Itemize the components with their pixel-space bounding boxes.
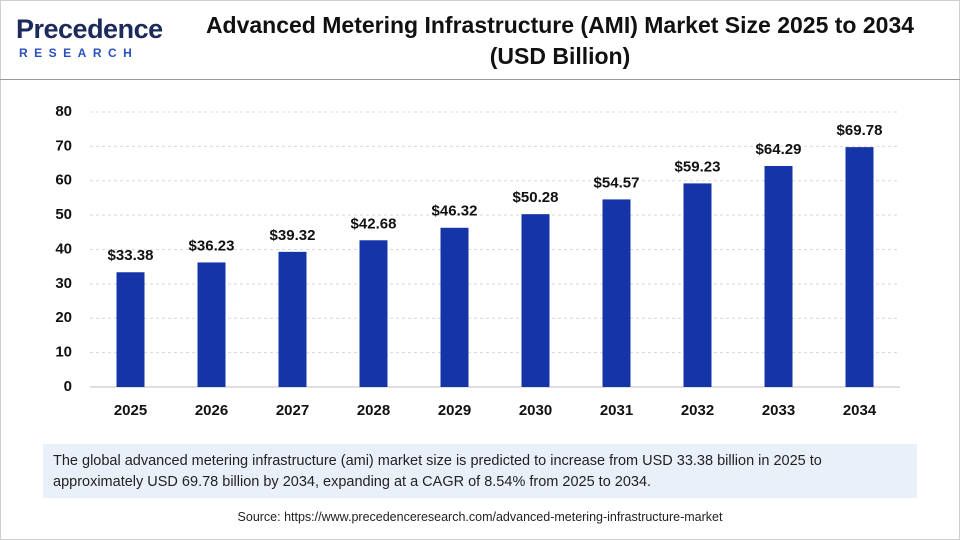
x-tick-label: 2025 bbox=[114, 402, 147, 419]
bar bbox=[440, 227, 469, 387]
x-tick-label: 2030 bbox=[519, 402, 552, 419]
y-tick-label: 50 bbox=[55, 206, 72, 223]
value-label: $64.29 bbox=[756, 141, 802, 158]
x-tick-label: 2034 bbox=[843, 402, 877, 419]
x-tick-label: 2027 bbox=[276, 402, 309, 419]
x-tick-label: 2028 bbox=[357, 402, 390, 419]
value-label: $42.68 bbox=[351, 215, 397, 232]
bar bbox=[764, 166, 793, 387]
value-label: $46.32 bbox=[432, 203, 478, 220]
y-tick-label: 80 bbox=[55, 103, 72, 120]
chart-title: Advanced Metering Infrastructure (AMI) M… bbox=[205, 12, 915, 69]
x-tick-label: 2032 bbox=[681, 402, 714, 419]
bar bbox=[116, 272, 145, 387]
y-tick-label: 40 bbox=[55, 240, 72, 257]
logo-name: Precedence bbox=[16, 14, 163, 44]
value-label: $59.23 bbox=[675, 158, 721, 175]
value-label: $33.38 bbox=[108, 247, 154, 264]
x-tick-label: 2031 bbox=[600, 402, 633, 419]
x-tick-label: 2033 bbox=[762, 402, 795, 419]
chart: 010203040506070802025$33.382026$36.23202… bbox=[55, 103, 900, 419]
value-label: $36.23 bbox=[189, 237, 235, 254]
bar bbox=[845, 147, 874, 387]
y-tick-label: 20 bbox=[55, 309, 72, 326]
logo-tagline: RESEARCH bbox=[19, 46, 139, 60]
value-label: $39.32 bbox=[270, 227, 316, 244]
value-label: $50.28 bbox=[513, 189, 559, 206]
y-tick-label: 60 bbox=[55, 172, 72, 189]
bar bbox=[602, 199, 631, 387]
x-tick-label: 2026 bbox=[195, 402, 228, 419]
bar bbox=[197, 262, 226, 387]
bar bbox=[278, 251, 307, 387]
y-tick-label: 30 bbox=[55, 275, 72, 292]
y-tick-label: 10 bbox=[55, 344, 72, 361]
y-tick-label: 70 bbox=[55, 137, 72, 154]
y-tick-label: 0 bbox=[64, 378, 72, 395]
bar bbox=[683, 183, 712, 387]
value-label: $54.57 bbox=[594, 174, 640, 191]
x-tick-label: 2029 bbox=[438, 402, 471, 419]
value-label: $69.78 bbox=[837, 122, 883, 139]
bar bbox=[359, 240, 388, 387]
header-rule bbox=[0, 79, 960, 80]
description: The global advanced metering infrastruct… bbox=[43, 444, 917, 498]
bar bbox=[521, 214, 550, 387]
source: Source: https://www.precedenceresearch.c… bbox=[237, 510, 723, 524]
